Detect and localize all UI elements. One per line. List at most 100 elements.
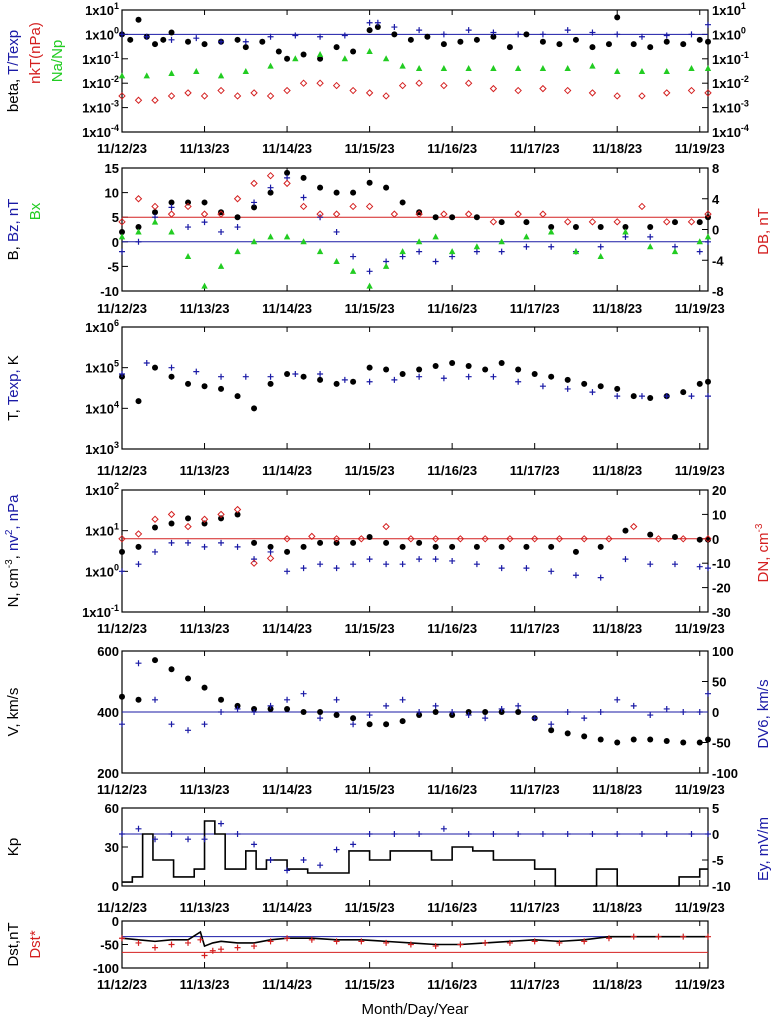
series-V-point [383,721,390,728]
panel-B-x-tick-label: 11/13/23 [180,301,230,316]
series-nkT-point [316,79,324,87]
series-Dst*-point [383,939,390,946]
series-T/Texp-point [539,31,546,38]
series-DN-point [630,522,638,531]
series-V-point [399,718,406,725]
series-Dst*-point [407,941,414,948]
series-Na/Np-point [341,55,349,62]
series-DN-point [167,510,176,519]
series-N-point [572,548,579,555]
series-Bx-point [168,228,175,235]
series-beta-point [201,41,208,48]
series-Dst*-point [251,943,258,950]
series-DN-point [308,532,316,541]
series-DN-point [382,522,390,531]
series-T-point [234,393,241,400]
panel-Kp-x-tick-label: 11/16/23 [427,900,477,915]
panel-V-right-tick-label: 100 [712,644,734,659]
series-Texp-point [366,378,373,385]
panel-V-right-tick-label: -100 [712,766,738,781]
series-DB-point [283,179,291,188]
series-DN-point [118,535,126,543]
series-T/Texp-point [465,27,472,34]
series-DV6-point [432,702,439,709]
series-Dst*-point [308,936,315,943]
series-Bx-point [201,282,208,289]
series-DB-point [514,210,522,218]
series-nkT-point [415,79,423,87]
series-T-point [185,380,192,387]
series-T-point [135,398,142,405]
series-nv2-point [201,543,208,550]
series-Ey-point [440,825,447,832]
series-DN-point [506,535,514,543]
panel-Dst-ylabel-2: Dst* [27,930,44,959]
series-V-point [449,712,456,719]
series-DN-point [407,535,415,543]
series-beta-point [473,36,480,43]
series-Na/Np-point [193,68,200,75]
series-DV6-point [581,715,588,722]
series-Ey-point [614,831,621,837]
series-Na/Np-point [143,72,150,79]
panel-T-x-tick-label: 11/13/23 [180,463,230,478]
series-Ey-point [589,831,596,837]
panel-T-left-tick-label: 1x104 [85,399,119,416]
series-nkT-point [349,86,357,95]
series-Bz-point [218,228,225,235]
series-N-point [119,548,125,555]
series-T/Texp-point [688,31,695,38]
panel-B-ylabel-right: DB, nT [755,208,772,255]
series-Texp-point [218,373,225,380]
series-beta-point [185,38,192,45]
series-beta-point [374,24,381,31]
series-T-point [432,362,439,369]
series-Dst*-point [531,938,538,945]
series-Ey-point [539,831,546,837]
panel-beta-left-tick-label: 1x10-3 [82,99,119,116]
series-nkT-point [398,81,407,90]
series-V-point [152,657,159,664]
series-Texp-point [341,376,348,383]
panel-N-x-tick-label: 11/12/23 [97,621,147,636]
series-DV6-point [680,709,687,715]
panel-Kp-right-tick-label: -5 [712,853,724,868]
series-DB-point [563,218,572,226]
series-nv2-point [597,574,604,581]
series-Dst*-point [284,935,291,942]
series-nkT-point [464,79,473,87]
series-nkT-point [184,89,192,97]
series-DB-point [233,195,242,203]
series-T/Texp-point [705,21,711,28]
series-DV6-point [399,696,406,703]
series-Bz-point [449,253,456,260]
series-nkT-point [539,84,547,93]
series-V-point [317,709,324,715]
series-N-point [705,536,711,543]
series-V-point [284,705,291,712]
series-T-point [482,366,489,373]
series-Na/Np-point [688,65,695,72]
series-Bz-point [548,243,555,250]
series-T-point [300,373,307,380]
series-T/Texp-point [416,27,423,34]
panel-beta-left-tick-label: 1x101 [85,1,119,18]
panel-V-x-tick-label: 11/14/23 [262,782,312,797]
series-beta-point [424,33,431,40]
series-DB-point [704,210,712,218]
series-DN-point [654,535,663,543]
series-V-point [548,727,555,734]
series-Ey-point [317,862,324,869]
series-DV6-point [284,696,291,703]
panel-N-ylabel-right: DN, cm-3 [754,523,772,582]
series-beta-point [127,36,134,43]
series-Bz-point [185,224,192,231]
series-T-point [333,380,340,387]
series-B-point [572,224,579,231]
series-B-point [350,189,357,196]
series-N-point [449,543,456,550]
series-Na/Np-point [704,65,712,72]
series-beta-point [457,38,464,45]
panel-B-left-tick-label: 0 [112,235,119,250]
series-nkT-point [489,84,498,93]
